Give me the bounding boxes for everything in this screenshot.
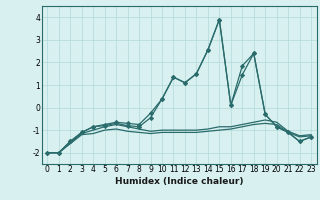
X-axis label: Humidex (Indice chaleur): Humidex (Indice chaleur) (115, 177, 244, 186)
